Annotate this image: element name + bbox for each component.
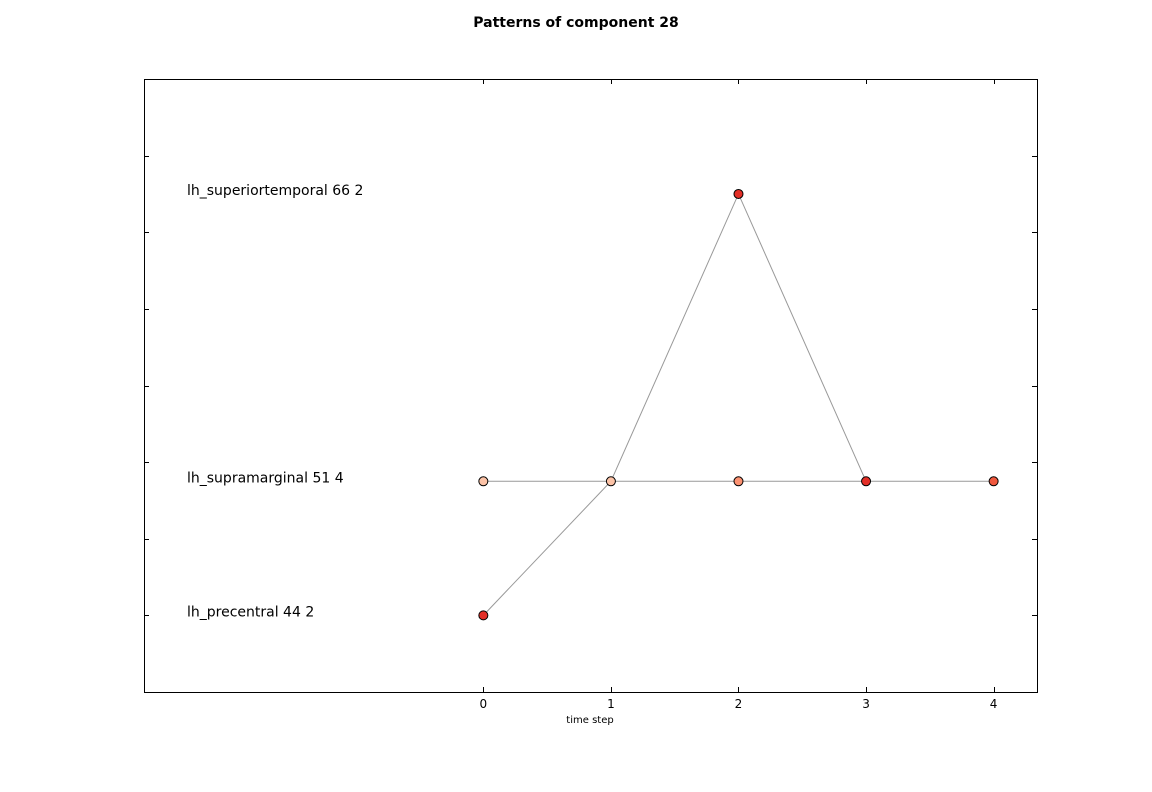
data-point (861, 476, 872, 487)
chart-title: Patterns of component 28 (473, 15, 679, 31)
row-label: lh_superiortemporal 66 2 (187, 183, 363, 199)
x-tick-label: 2 (735, 697, 743, 711)
x-tick-label: 4 (990, 697, 998, 711)
plot-frame (144, 79, 1038, 693)
plot-area: 0 1 2 3 4 lh_superiortemporal 66 2 lh_supramar… (144, 79, 1038, 711)
x-tick-label: 0 (480, 697, 488, 711)
x-tick-label: 1 (607, 697, 615, 711)
data-point (988, 476, 999, 487)
row-label: lh_supramarginal 51 4 (187, 470, 344, 486)
x-tick-label: 3 (862, 697, 870, 711)
data-point (605, 476, 616, 487)
series-line (482, 480, 612, 616)
x-axis-label: time step (566, 715, 613, 726)
data-point (478, 476, 489, 487)
series-line (610, 192, 867, 482)
row-label: lh_precentral 44 2 (187, 604, 314, 620)
data-point (478, 610, 489, 621)
data-point (733, 188, 744, 199)
data-point (733, 476, 744, 487)
